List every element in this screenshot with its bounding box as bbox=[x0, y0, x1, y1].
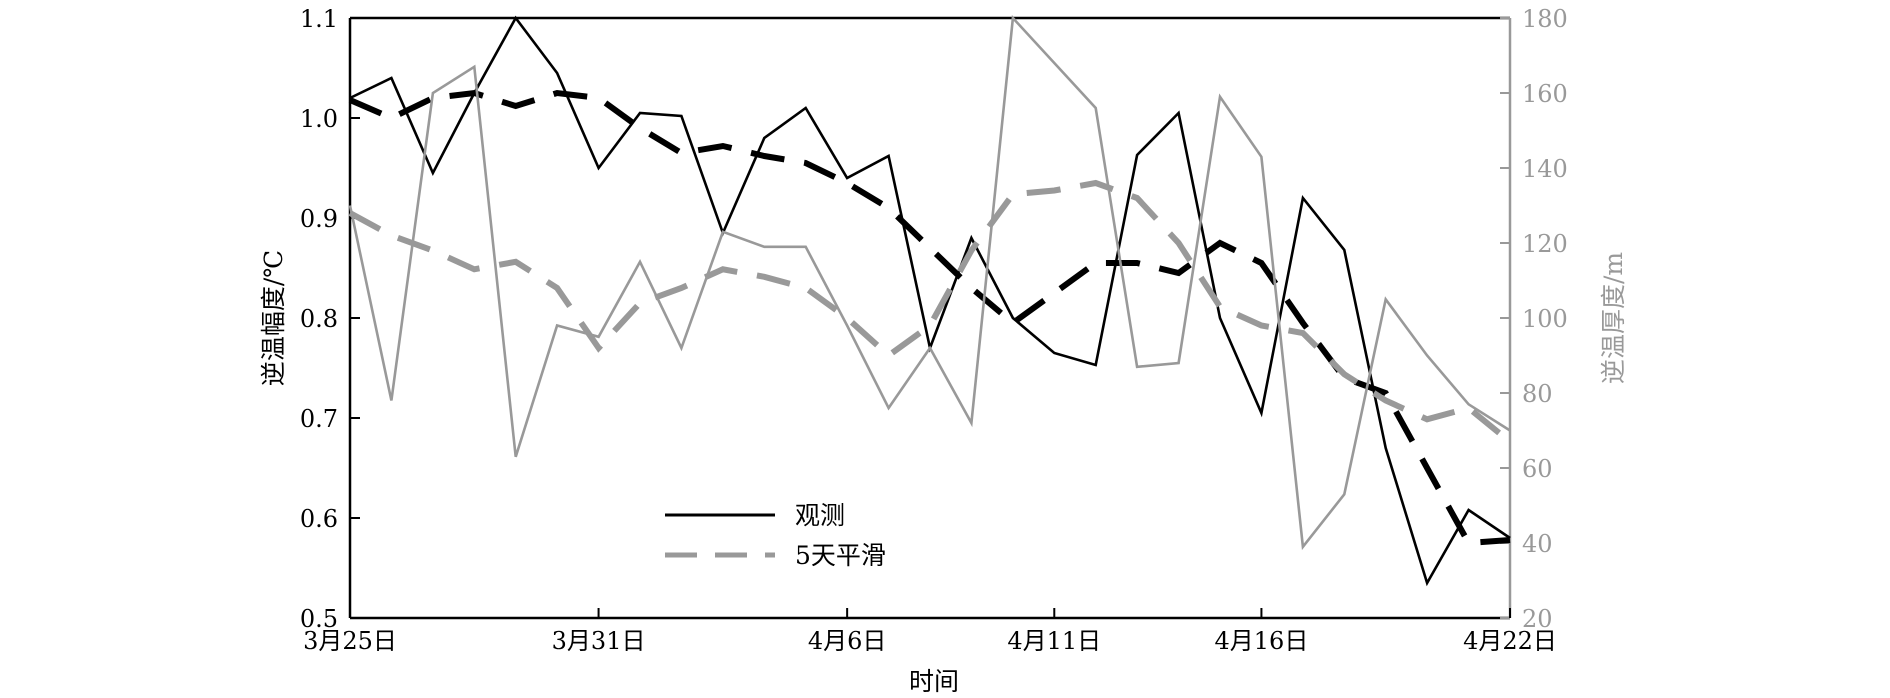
left-axis-title: 逆温幅度/℃ bbox=[259, 250, 288, 386]
x-tick-label: 3月25日 bbox=[303, 627, 397, 655]
right-tick-label: 80 bbox=[1522, 380, 1553, 408]
left-tick-label: 0.6 bbox=[300, 505, 338, 533]
x-tick-label: 4月11日 bbox=[1007, 627, 1101, 655]
left-tick-label: 0.7 bbox=[300, 405, 338, 433]
legend-label: 5天平滑 bbox=[795, 541, 886, 570]
left-tick-label: 0.5 bbox=[300, 605, 338, 633]
right-tick-label: 160 bbox=[1522, 80, 1568, 108]
observed-thickness-series bbox=[348, 14, 1511, 551]
series-layer bbox=[348, 14, 1512, 587]
right-tick-label: 140 bbox=[1522, 155, 1568, 183]
left-tick-label: 1.1 bbox=[300, 5, 338, 33]
right-tick-label: 60 bbox=[1522, 455, 1553, 483]
labels-layer: 0.5 0.6 0.7 0.8 0.9 1.0 1.1 20 40 60 80 100 120 140 16… bbox=[259, 5, 1628, 696]
x-tick-label: 4月16日 bbox=[1215, 627, 1309, 655]
left-tick-label: 0.8 bbox=[300, 305, 338, 333]
legend-label: 观测 bbox=[795, 501, 845, 530]
axes-layer bbox=[348, 16, 1512, 620]
smoothed-thickness-series bbox=[348, 179, 1512, 445]
x-axis-title: 时间 bbox=[909, 667, 959, 696]
left-tick-label: 1.0 bbox=[300, 105, 338, 133]
x-tick-label: 4月22日 bbox=[1463, 627, 1557, 655]
left-tick-label: 0.9 bbox=[300, 205, 338, 233]
right-tick-label: 40 bbox=[1522, 530, 1553, 558]
right-tick-label: 180 bbox=[1522, 5, 1568, 33]
legend: 观测 5天平滑 bbox=[665, 501, 886, 570]
x-tick-label: 3月31日 bbox=[552, 627, 646, 655]
x-tick-label: 4月6日 bbox=[808, 627, 887, 655]
right-axis-title: 逆温厚度/m bbox=[1599, 252, 1628, 384]
right-tick-label: 20 bbox=[1522, 605, 1553, 633]
right-tick-label: 100 bbox=[1522, 305, 1568, 333]
right-tick-label: 120 bbox=[1522, 230, 1568, 258]
smoothed-temp-series bbox=[348, 89, 1511, 547]
